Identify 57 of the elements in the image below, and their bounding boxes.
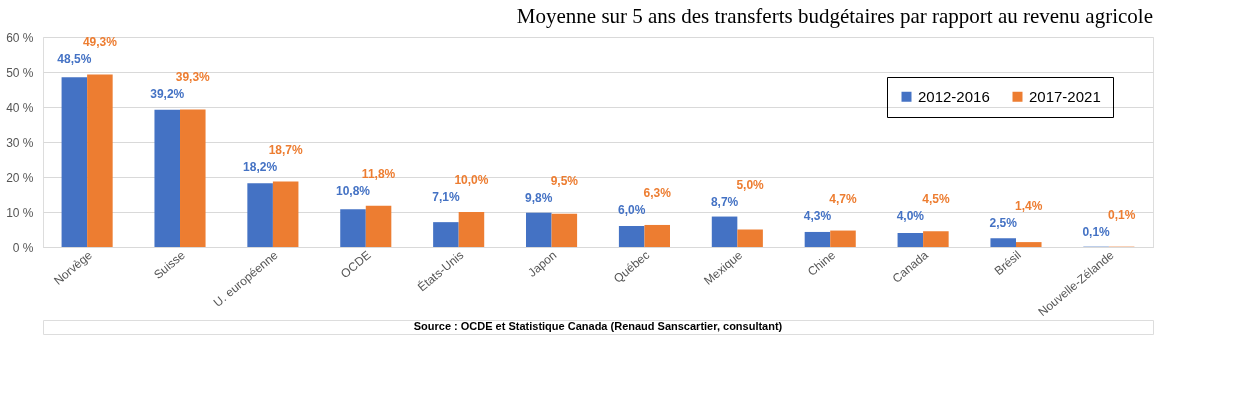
data-label: 11,8% <box>361 166 396 181</box>
y-tick-label: 0 % <box>12 240 34 255</box>
y-tick-label: 60 % <box>6 30 34 45</box>
data-label: 0,1% <box>1082 224 1111 239</box>
y-tick-label: 20 % <box>6 170 34 185</box>
y-tick-label: 40 % <box>6 100 34 115</box>
data-label: 39,2% <box>150 87 185 102</box>
data-label: 18,7% <box>268 142 304 157</box>
bar <box>247 183 273 247</box>
bar <box>897 233 924 247</box>
data-label: 10,8% <box>335 183 371 198</box>
data-label: 9,5% <box>550 173 579 188</box>
data-label: 6,3% <box>643 185 672 200</box>
chart-title: Moyenne sur 5 ans des transferts budgétaires par rapport au revenu agricole <box>516 4 1153 28</box>
bar <box>458 212 485 247</box>
bar <box>804 231 831 247</box>
bar <box>923 231 949 247</box>
legend-label: 2012-2016 <box>918 87 990 105</box>
bar <box>340 209 366 247</box>
data-label: 9,8% <box>525 190 553 205</box>
data-label: 0,1% <box>1107 207 1136 222</box>
bar <box>990 238 1016 247</box>
data-label: 7,1% <box>432 190 460 204</box>
data-label: 39,3% <box>175 70 211 85</box>
data-label: 10,0% <box>454 173 489 187</box>
bar <box>618 226 645 247</box>
data-label: 4,5% <box>922 192 950 207</box>
source-note: Source : OCDE et Statistique Canada (Renaud Sanscartier, consultant) <box>413 320 783 332</box>
data-label: 48,5% <box>57 52 92 67</box>
data-label: 1,4% <box>1015 199 1043 214</box>
bar <box>526 212 552 247</box>
data-label: 6,0% <box>617 202 646 217</box>
y-tick-label: 50 % <box>6 65 34 80</box>
bar <box>551 213 578 247</box>
data-label: 18,2% <box>243 159 278 174</box>
y-tick-label: 30 % <box>6 135 34 150</box>
data-label: 2,5% <box>989 216 1018 231</box>
bar <box>61 77 88 247</box>
bar <box>433 222 459 247</box>
bar <box>180 109 206 247</box>
data-label: 4,7% <box>829 191 857 206</box>
data-label: 4,0% <box>896 209 925 224</box>
bar <box>87 74 113 247</box>
bar <box>272 181 299 247</box>
data-label: 8,7% <box>710 194 739 209</box>
bar <box>737 229 763 247</box>
data-label: 49,3% <box>82 35 118 50</box>
legend-label: 2017-2021 <box>1029 87 1101 105</box>
bar <box>644 224 670 247</box>
bar <box>154 109 181 247</box>
bar <box>711 216 738 247</box>
bar <box>1015 242 1042 247</box>
bar <box>830 230 856 247</box>
data-label: 5,0% <box>736 177 765 192</box>
y-tick-label: 10 % <box>6 205 34 220</box>
bar <box>365 205 392 247</box>
data-label: 4,3% <box>803 208 832 223</box>
